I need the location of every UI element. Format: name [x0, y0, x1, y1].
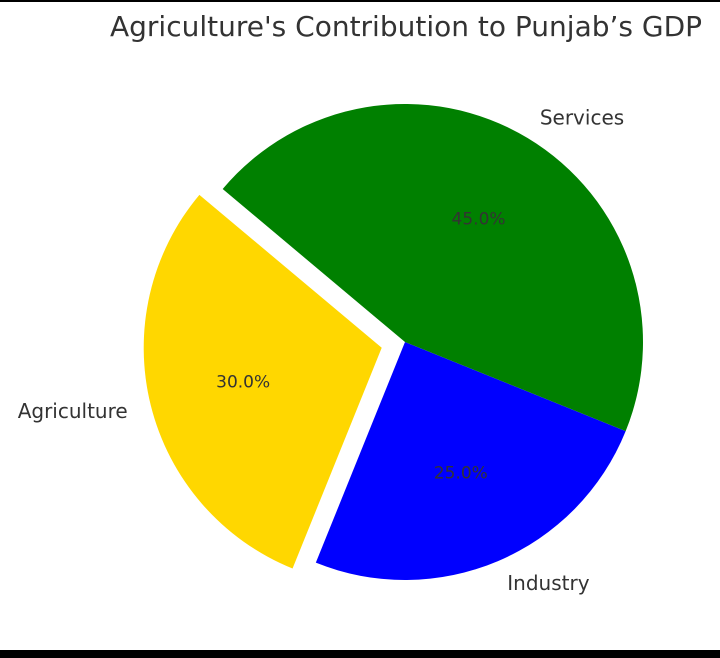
slice-label-agriculture: Agriculture: [18, 399, 128, 423]
slice-label-services: Services: [540, 106, 624, 130]
slice-percent-services: 45.0%: [452, 210, 506, 230]
pie-slice-services: [222, 104, 643, 432]
bottom-border: [0, 650, 720, 658]
pie-slices: [143, 104, 643, 580]
pie-slice-industry: [315, 342, 626, 580]
pie-slice-agriculture: [143, 194, 382, 569]
slice-percent-agriculture: 30.0%: [216, 372, 270, 392]
slice-percent-industry: 25.0%: [434, 463, 488, 483]
slice-label-industry: Industry: [507, 571, 589, 595]
pie-labels: Agriculture 30.0% Industry 25.0% Services 45.…: [18, 106, 624, 595]
chart-title: Agriculture's Contribution to Punjab’s G…: [110, 10, 702, 43]
top-border: [0, 0, 720, 2]
